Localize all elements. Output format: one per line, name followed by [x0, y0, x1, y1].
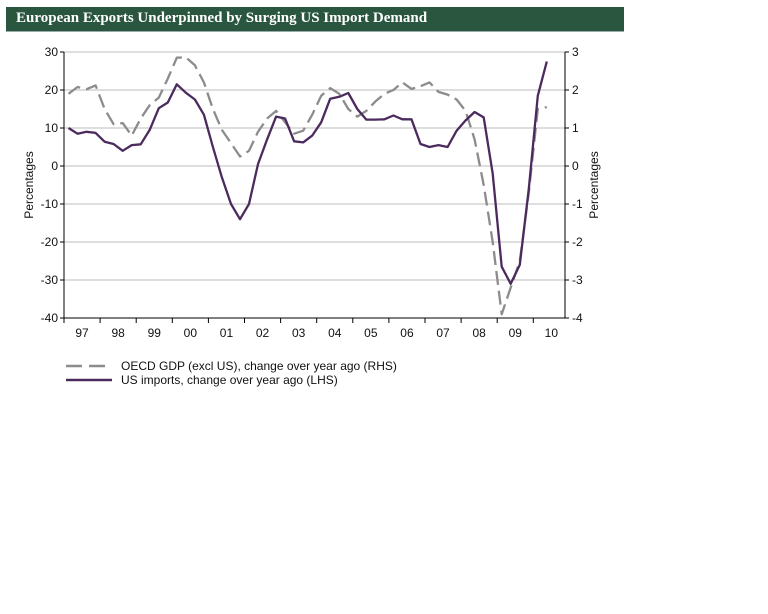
chart-title-bar: European Exports Underpinned by Surging … [6, 7, 624, 32]
x-tick-label: 07 [436, 326, 450, 340]
series-line-us-imports [67, 61, 548, 285]
y-axis-label-right: Percentages [587, 151, 601, 218]
x-tick-label: 00 [184, 326, 198, 340]
x-tick-label: 06 [400, 326, 414, 340]
y-tick-label-right: 2 [572, 83, 579, 97]
x-tick-label: 09 [509, 326, 523, 340]
legend-label-us-imports: US imports, change over year ago (LHS) [121, 373, 338, 387]
x-tick-label: 08 [472, 326, 486, 340]
y-tick-label-left: -20 [41, 235, 59, 249]
y-tick-label-right: -3 [572, 273, 583, 287]
x-tick-label: 04 [328, 326, 342, 340]
y-tick-label-right: 0 [572, 159, 579, 173]
y-tick-label-left: -30 [41, 273, 59, 287]
chart-title: European Exports Underpinned by Surging … [16, 10, 428, 26]
y-axis-label-left: Percentages [22, 151, 36, 218]
y-tick-label-left: 10 [45, 121, 59, 135]
x-tick-label: 01 [220, 326, 234, 340]
y-tick-label-right: -2 [572, 235, 583, 249]
x-tick-label: 10 [545, 326, 559, 340]
series-line-oecd-gdp [67, 56, 548, 316]
y-tick-label-right: -4 [572, 311, 583, 325]
x-tick-label: 05 [364, 326, 378, 340]
x-tick-label: 99 [148, 326, 162, 340]
y-tick-label-left: 20 [45, 83, 59, 97]
y-tick-label-left: -10 [41, 197, 59, 211]
y-tick-label-left: -40 [41, 311, 59, 325]
y-tick-label-left: 30 [45, 45, 59, 59]
y-tick-label-right: 3 [572, 45, 579, 59]
x-tick-label: 98 [111, 326, 125, 340]
x-tick-label: 03 [292, 326, 306, 340]
y-tick-label-left: 0 [51, 159, 58, 173]
legend: OECD GDP (excl US), change over year ago… [66, 359, 397, 387]
y-tick-label-right: 1 [572, 121, 579, 135]
legend-label-oecd: OECD GDP (excl US), change over year ago… [121, 359, 397, 373]
x-tick-label: 97 [75, 326, 89, 340]
x-tick-label: 02 [256, 326, 270, 340]
y-tick-label-right: -1 [572, 197, 583, 211]
